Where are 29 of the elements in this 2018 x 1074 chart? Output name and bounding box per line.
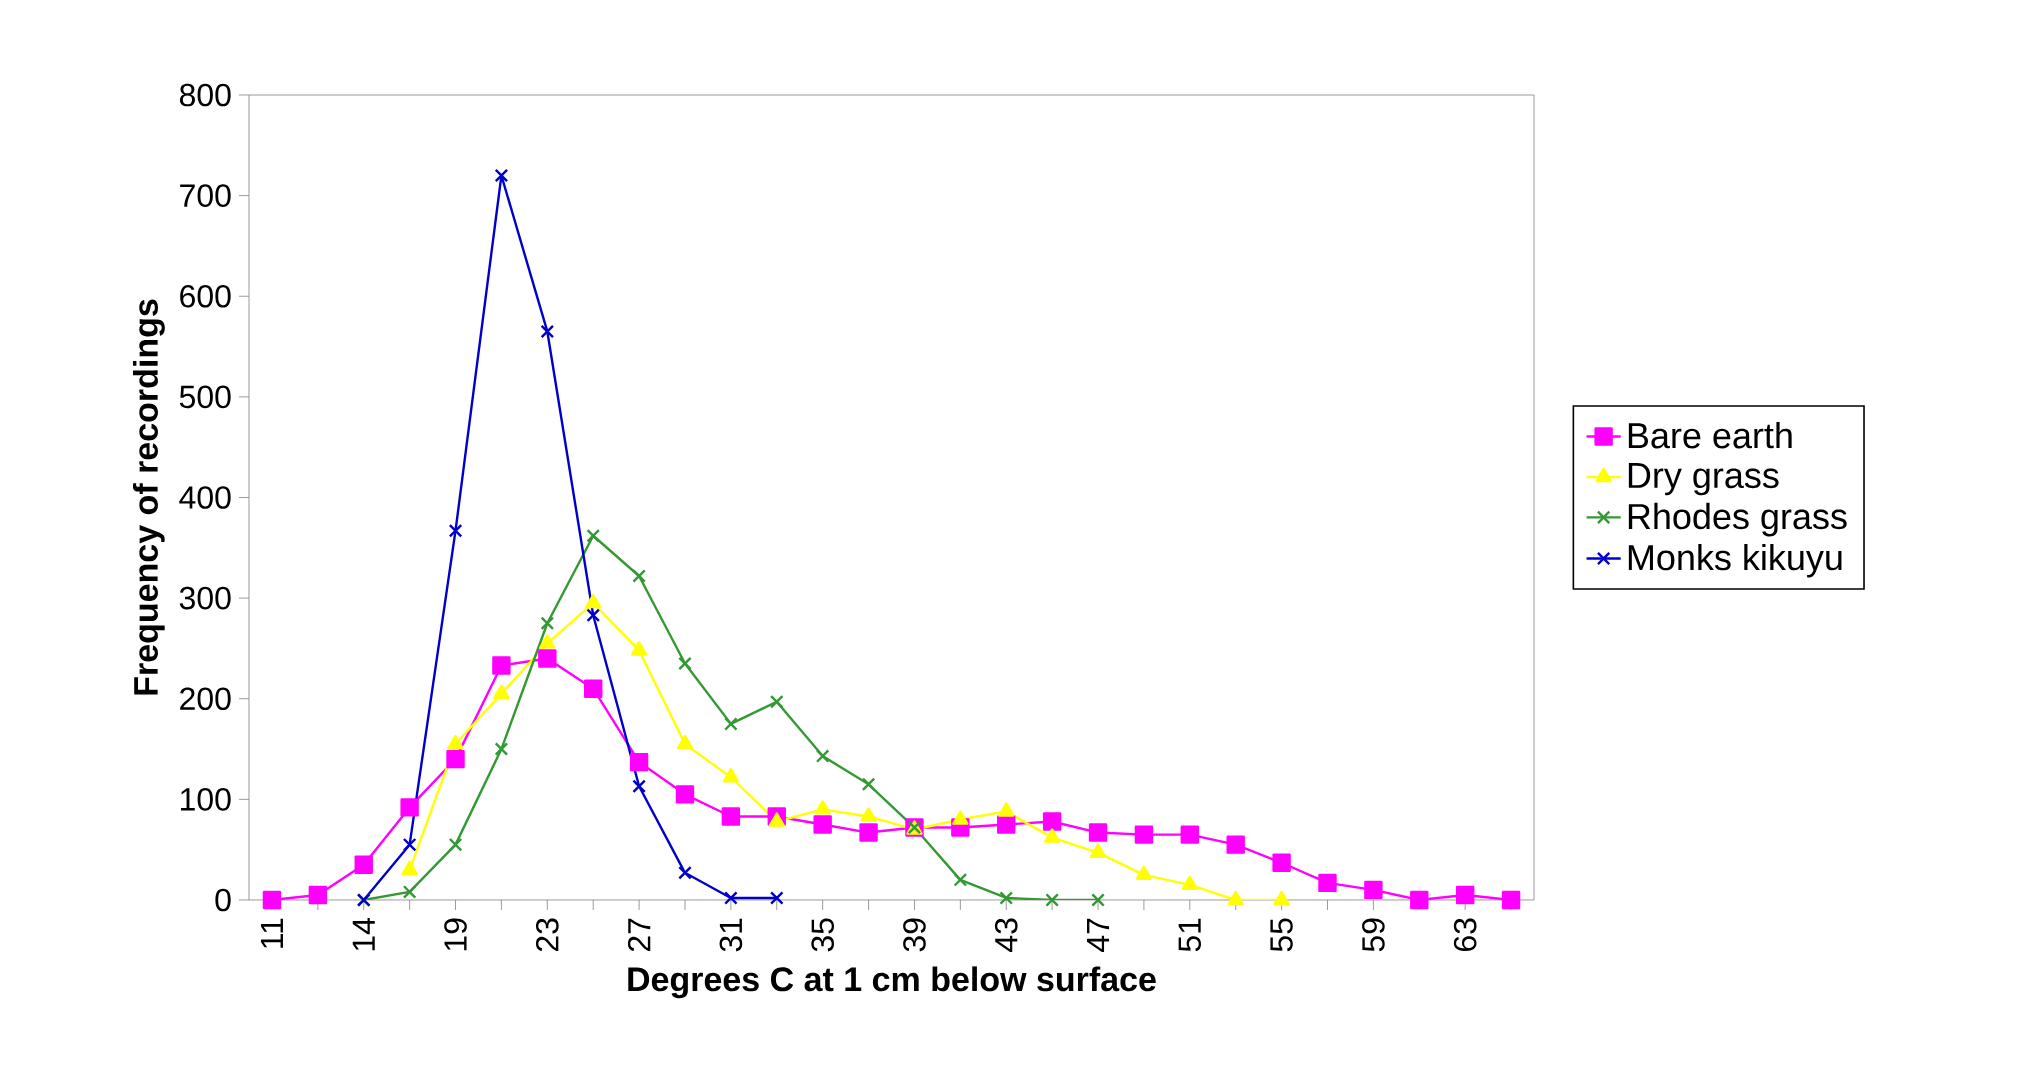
x-tick-label: 63 [1453, 918, 1477, 952]
y-tick-label: 300 [179, 586, 231, 610]
x-tick-label: 19 [444, 918, 467, 951]
x-tick-label: 23 [535, 918, 559, 952]
y-tick-label: 400 [179, 486, 231, 509]
x-tick-label: 31 [719, 918, 743, 952]
y-tick-label: 700 [180, 184, 231, 207]
x-tick-label: 59 [1362, 918, 1385, 952]
x-tick-label: 47 [1087, 918, 1110, 952]
legend-label: Monks kikuyu [1628, 543, 1842, 578]
x-tick-label: 51 [1178, 918, 1201, 952]
x-tick-label: 14 [352, 918, 375, 951]
y-tick-label: 600 [180, 284, 231, 308]
y-tick-label: 0 [215, 888, 231, 912]
x-tick-label: 35 [811, 918, 834, 952]
legend-label: Bare earth [1628, 421, 1792, 449]
x-tick-label: 27 [627, 918, 651, 952]
x-tick-label: 11 [260, 918, 283, 948]
legend-label: Dry grass [1628, 463, 1779, 496]
y-tick-label: 100 [181, 788, 231, 811]
y-tick-label: 500 [179, 385, 231, 409]
legend-label: Rhodes grass [1628, 502, 1847, 537]
x-tick-label: 43 [994, 918, 1018, 952]
y-tick-label: 800 [179, 83, 231, 107]
y-tick-label: 200 [180, 687, 231, 711]
y-axis-title: Frequency of recordings [132, 299, 165, 695]
x-tick-label: 39 [903, 918, 926, 952]
x-tick-label: 55 [1270, 918, 1293, 952]
x-axis-title: Degrees C at 1 cm below surface [628, 966, 1156, 999]
